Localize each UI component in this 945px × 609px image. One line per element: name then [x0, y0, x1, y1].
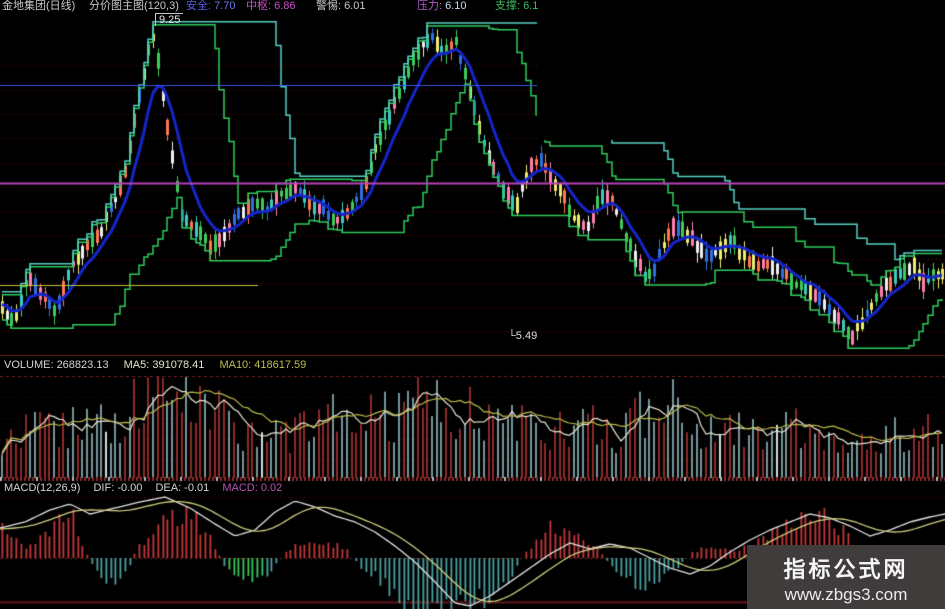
field-resistance-value: 6.10: [445, 0, 467, 12]
macd-value: MACD: 0.02: [222, 482, 283, 494]
field-pivot-value: 6.86: [274, 0, 296, 12]
field-safety: 安全: 7.70: [186, 0, 235, 12]
field-alert-label: 警惕:: [316, 0, 342, 12]
macd-dea-value: DEA: -0.01: [155, 482, 210, 494]
watermark-url: www.zbgs3.com: [784, 585, 908, 604]
indicator-info-bar: 金地集团(日线) 分价图主图(120,3) 安全: 7.70 中枢: 6.86 警惕…: [0, 0, 945, 13]
volume-ma10-value: MA10: 418617.59: [219, 359, 307, 371]
watermark-badge: 指标公式网 www.zbgs3.com: [747, 545, 945, 609]
macd-formula: MACD(12,26,9): [4, 482, 81, 494]
volume-value: VOLUME: 268823.13: [4, 359, 109, 371]
field-support-label: 支撑:: [495, 0, 521, 12]
volume-ma5-value: MA5: 391078.41: [123, 359, 205, 371]
field-resistance-label: 压力:: [417, 0, 443, 12]
macd-dif-value: DIF: -0.00: [93, 482, 143, 494]
field-safety-value: 7.70: [214, 0, 236, 12]
field-resistance: 压力: 6.10: [417, 0, 466, 12]
field-support-value: 6.1: [523, 0, 539, 12]
price-low-label: └5.49: [508, 330, 538, 342]
main-chart-pane[interactable]: [0, 12, 945, 354]
indicator-title: 分价图主图(120,3): [89, 0, 179, 12]
field-pivot-label: 中枢:: [246, 0, 272, 12]
field-alert: 警惕: 6.01: [316, 0, 365, 12]
price-high-label: 9.25: [155, 13, 184, 26]
stock-title: 金地集团(日线): [2, 0, 76, 12]
macd-info-bar: MACD(12,26,9) DIF: -0.00 DEA: -0.01 MACD…: [4, 482, 292, 495]
field-pivot: 中枢: 6.86: [246, 0, 295, 12]
field-support: 支撑: 6.1: [495, 0, 538, 12]
volume-info-bar: VOLUME: 268823.13 MA5: 391078.41 MA10: 4…: [4, 359, 318, 372]
field-safety-label: 安全:: [186, 0, 212, 12]
volume-pane[interactable]: [0, 356, 945, 478]
field-alert-value: 6.01: [344, 0, 366, 12]
watermark-site-name: 指标公式网: [783, 557, 909, 582]
